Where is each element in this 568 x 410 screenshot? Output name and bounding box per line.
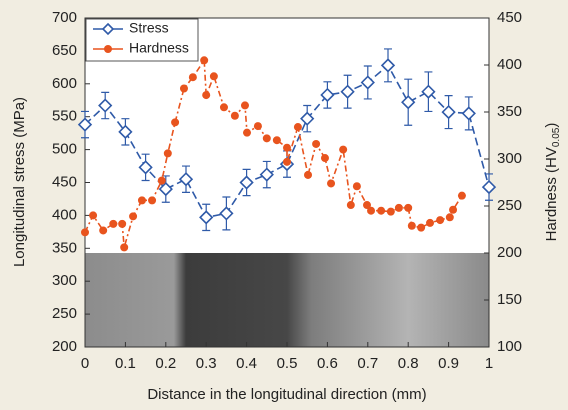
point <box>158 177 166 185</box>
point <box>347 201 355 209</box>
point <box>81 228 89 236</box>
y-axis-label: Longitudinal stress (MPa) <box>11 97 28 267</box>
legend-label: Stress <box>129 20 169 36</box>
point <box>129 212 137 220</box>
y2-tick-label: 250 <box>497 197 522 214</box>
legend-marker <box>104 45 112 53</box>
y-tick-label: 700 <box>52 9 77 26</box>
point <box>109 220 117 228</box>
y2-tick-label: 100 <box>497 338 522 355</box>
y2-label-main: Hardness (HV <box>543 147 560 241</box>
point <box>202 91 210 99</box>
y2-label-sub: 0.05 <box>551 127 562 147</box>
micrograph <box>85 253 489 347</box>
y-tick-label: 200 <box>52 338 77 355</box>
point <box>120 243 128 251</box>
y-tick-label: 250 <box>52 305 77 322</box>
y-tick-label: 400 <box>52 206 77 223</box>
x-tick-label: 0.1 <box>115 355 136 372</box>
point <box>395 204 403 212</box>
point <box>164 149 172 157</box>
point <box>294 123 302 131</box>
y2-tick-label: 200 <box>497 244 522 261</box>
x-tick-label: 0.8 <box>398 355 419 372</box>
point <box>220 103 228 111</box>
point <box>200 56 208 64</box>
y-tick-label: 600 <box>52 75 77 92</box>
y-tick-label: 550 <box>52 108 77 125</box>
point <box>436 216 444 224</box>
x-tick-label: 1 <box>485 355 493 372</box>
point <box>254 122 262 130</box>
point <box>273 136 281 144</box>
point <box>408 222 416 230</box>
legend-label: Hardness <box>129 40 189 56</box>
y2-tick-label: 150 <box>497 291 522 308</box>
point <box>231 112 239 120</box>
point <box>263 134 271 142</box>
point <box>171 118 179 126</box>
point <box>321 154 329 162</box>
point <box>426 219 434 227</box>
point <box>138 196 146 204</box>
point <box>387 208 395 216</box>
point <box>241 101 249 109</box>
y-tick-label: 350 <box>52 239 77 256</box>
y-tick-label: 500 <box>52 141 77 158</box>
x-axis-label: Distance in the longitudinal direction (… <box>147 386 426 403</box>
point <box>339 146 347 154</box>
point <box>353 182 361 190</box>
point <box>312 140 320 148</box>
x-tick-label: 0.2 <box>155 355 176 372</box>
point <box>243 129 251 137</box>
x-tick-label: 0.6 <box>317 355 338 372</box>
y2-axis-label: Hardness (HV0.05) <box>543 123 562 242</box>
y2-tick-label: 450 <box>497 9 522 26</box>
y-tick-label: 300 <box>52 272 77 289</box>
point <box>327 179 335 187</box>
point <box>148 196 156 204</box>
x-tick-label: 0.7 <box>357 355 378 372</box>
point <box>446 213 454 221</box>
y-tick-label: 450 <box>52 173 77 190</box>
point <box>367 207 375 215</box>
point <box>417 224 425 232</box>
point <box>458 192 466 200</box>
x-tick-label: 0 <box>81 355 89 372</box>
x-tick-label: 0.9 <box>438 355 459 372</box>
x-tick-label: 0.3 <box>196 355 217 372</box>
y2-label-close: ) <box>543 123 560 128</box>
chart: Distance in the longitudinal direction (… <box>0 0 568 410</box>
point <box>404 204 412 212</box>
point <box>118 220 126 228</box>
y2-tick-label: 350 <box>497 103 522 120</box>
point <box>99 226 107 234</box>
y-tick-label: 650 <box>52 42 77 59</box>
point <box>89 211 97 219</box>
point <box>304 171 312 179</box>
point <box>189 73 197 81</box>
point <box>449 206 457 214</box>
point <box>283 158 291 166</box>
x-tick-label: 0.5 <box>277 355 298 372</box>
point <box>377 207 385 215</box>
point <box>283 144 291 152</box>
x-tick-label: 0.4 <box>236 355 257 372</box>
point <box>180 85 188 93</box>
y2-tick-label: 300 <box>497 150 522 167</box>
point <box>210 72 218 80</box>
y2-tick-label: 400 <box>497 56 522 73</box>
